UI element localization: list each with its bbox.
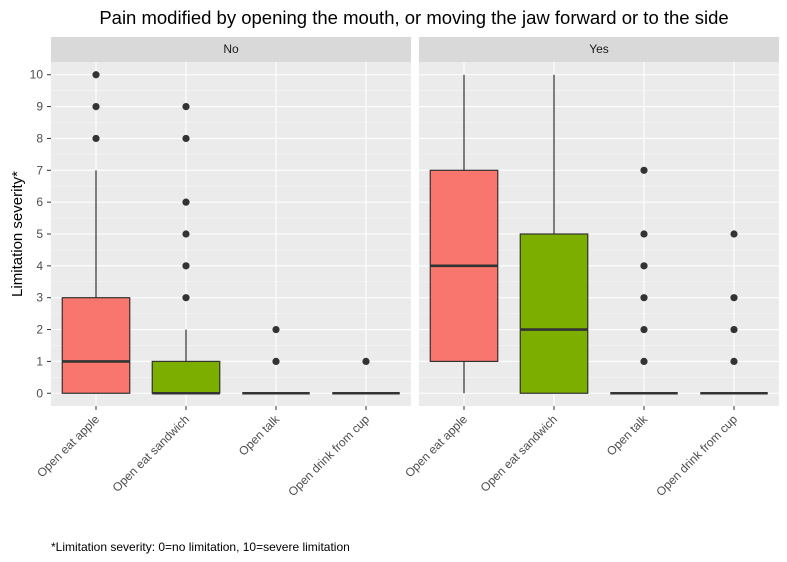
outlier-point xyxy=(640,230,648,238)
y-tick-label: 0 xyxy=(36,386,43,400)
facet-strip-label: No xyxy=(223,42,239,56)
y-tick-label: 1 xyxy=(36,354,43,368)
outlier-point xyxy=(730,294,738,302)
box-open-drink-from-cup xyxy=(332,357,400,395)
outlier-point xyxy=(182,294,190,302)
y-tick-label: 8 xyxy=(36,131,43,145)
x-tick-label: Open eat apple xyxy=(402,412,470,480)
outlier-point xyxy=(182,198,190,206)
chart-title: Pain modified by opening the mouth, or m… xyxy=(99,7,728,28)
x-tick-label: Open eat apple xyxy=(34,412,102,480)
facet-panel-no: No Open eat apple Open eat sandwich Open ta… xyxy=(34,37,411,499)
y-tick-label: 7 xyxy=(36,163,43,177)
box-body xyxy=(61,297,131,394)
outlier-point xyxy=(182,134,190,143)
x-tick-label: Open talk xyxy=(604,412,651,459)
outlier-point xyxy=(272,357,280,366)
y-tick-label: 9 xyxy=(36,100,43,114)
outlier-point xyxy=(92,102,100,111)
outlier-point xyxy=(640,166,648,174)
box-open-eat-sandwich xyxy=(519,74,589,394)
outlier-point xyxy=(92,134,100,143)
outlier-point xyxy=(730,357,738,366)
outlier-point xyxy=(640,262,648,270)
y-tick-label: 5 xyxy=(36,227,43,241)
outlier-point xyxy=(182,230,190,238)
y-tick-label: 10 xyxy=(30,68,44,82)
box-open-drink-from-cup xyxy=(700,230,768,395)
x-tick-label: Open eat sandwich xyxy=(478,412,561,495)
x-tick-label: Open drink from cup xyxy=(285,412,372,499)
facet-strip xyxy=(51,37,411,62)
x-tick-label: Open eat sandwich xyxy=(110,412,193,495)
facet-strip-label: Yes xyxy=(589,42,609,56)
outlier-point xyxy=(640,294,648,302)
outlier-point xyxy=(362,357,370,366)
box-open-talk xyxy=(610,166,678,395)
y-axis-title: Limitation severity* xyxy=(9,171,26,297)
box-open-eat-apple xyxy=(61,71,131,394)
outlier-point xyxy=(640,325,648,334)
outlier-point xyxy=(182,262,190,270)
outlier-point xyxy=(182,102,190,111)
x-tick-label: Open talk xyxy=(236,412,283,459)
chart-caption: *Limitation severity: 0=no limitation, 1… xyxy=(51,540,350,554)
facet-panel-yes: Yes Open eat apple Open eat sandwich Open t… xyxy=(402,37,779,499)
outlier-point xyxy=(92,71,100,79)
outlier-point xyxy=(272,325,280,334)
box-open-talk xyxy=(242,325,310,395)
y-tick-label: 4 xyxy=(36,259,43,273)
outlier-point xyxy=(640,357,648,366)
box-open-eat-sandwich xyxy=(151,102,221,395)
box-body xyxy=(519,233,589,394)
outlier-point xyxy=(730,325,738,334)
facet-strip xyxy=(419,37,779,62)
y-tick-label: 6 xyxy=(36,195,43,209)
y-tick-label: 3 xyxy=(36,291,43,305)
y-tick-label: 2 xyxy=(36,323,43,337)
box-open-eat-apple xyxy=(429,74,499,394)
outlier-point xyxy=(730,230,738,238)
x-tick-label: Open drink from cup xyxy=(653,412,740,499)
box-body xyxy=(151,360,221,394)
